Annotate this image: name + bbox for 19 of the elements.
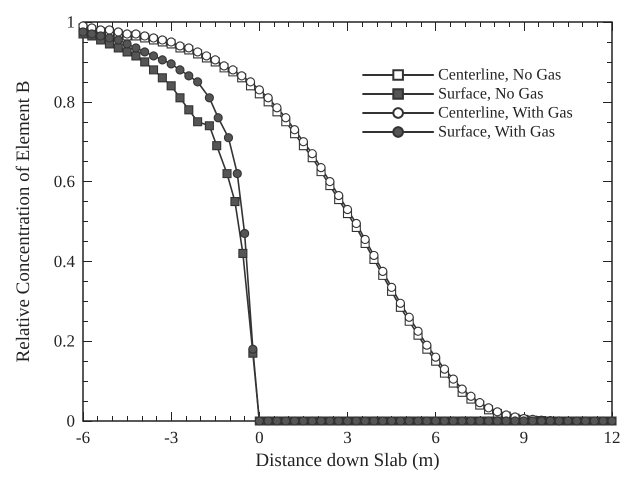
x-tick-label: 0: [255, 428, 264, 447]
legend-label: Surface, With Gas: [438, 124, 555, 140]
y-tick-label: 0.2: [54, 332, 75, 351]
x-axis-title: Distance down Slab (m): [255, 450, 440, 471]
y-tick-label: 0: [66, 412, 75, 430]
y-tick-label: 0.8: [54, 92, 75, 112]
x-tick-label: 3: [343, 428, 352, 447]
x-tick-label: 12: [604, 428, 620, 447]
x-tick-label: 9: [520, 428, 528, 447]
y-tick-label: 1: [66, 12, 75, 32]
x-tick-label: 6: [431, 428, 440, 447]
y-tick-label: 0.6: [54, 172, 75, 192]
y-tick-label: 0.4: [54, 252, 76, 271]
legend-label: Centerline, With Gas: [438, 104, 573, 122]
x-tick-label: -3: [164, 428, 178, 447]
legend-label: Surface, No Gas: [438, 86, 544, 102]
legend-label: Centerline, No Gas: [438, 66, 562, 84]
y-axis-title: Relative Concentration of Element B: [13, 80, 34, 362]
x-tick-label: -6: [76, 428, 90, 447]
